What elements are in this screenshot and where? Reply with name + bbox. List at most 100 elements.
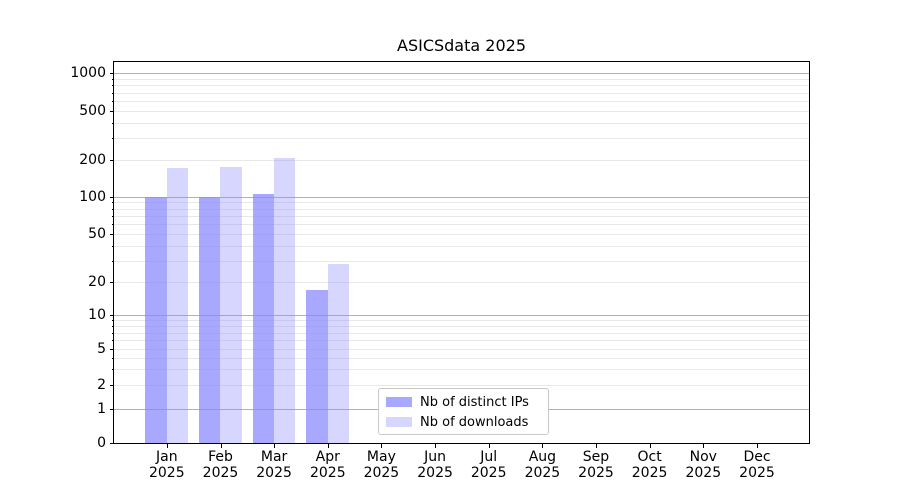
y-tick-label: 10 bbox=[88, 307, 106, 323]
x-tick-label-jun: Jun 2025 bbox=[400, 449, 470, 481]
x-tick-year: 2025 bbox=[202, 465, 239, 481]
y-minor-tick-mark bbox=[112, 340, 114, 342]
x-tick-month: Jul bbox=[480, 449, 498, 465]
bar-layer bbox=[114, 62, 809, 443]
x-tick-mark bbox=[649, 444, 651, 448]
bar-downloads-apr bbox=[327, 264, 350, 443]
minor-gridline bbox=[114, 385, 809, 386]
minor-gridline bbox=[114, 159, 809, 161]
minor-gridline bbox=[114, 202, 809, 204]
x-tick-label-dec: Dec 2025 bbox=[722, 449, 792, 481]
y-minor-tick-mark bbox=[112, 357, 114, 359]
y-tick-mark bbox=[110, 110, 114, 112]
x-tick-month: Nov bbox=[689, 449, 717, 465]
x-tick-label-feb: Feb 2025 bbox=[186, 449, 256, 481]
minor-gridline bbox=[114, 224, 809, 226]
y-tick-mark bbox=[110, 385, 114, 386]
x-tick-month: Oct bbox=[637, 449, 662, 465]
y-tick-mark bbox=[110, 443, 114, 444]
y-minor-tick-mark bbox=[112, 332, 114, 334]
x-tick-label-apr: Apr 2025 bbox=[293, 449, 363, 481]
bar-downloads-feb bbox=[220, 166, 242, 443]
y-minor-tick-mark bbox=[112, 224, 114, 226]
y-minor-tick-mark bbox=[112, 320, 114, 322]
y-tick-label: 0 bbox=[97, 435, 106, 451]
y-minor-tick-mark bbox=[112, 215, 114, 217]
y-tick-mark bbox=[110, 315, 114, 316]
minor-gridline bbox=[114, 369, 809, 371]
y-tick-mark bbox=[110, 196, 114, 198]
x-tick-label-nov: Nov 2025 bbox=[668, 449, 738, 481]
x-tick-month: Jun bbox=[424, 449, 447, 465]
x-tick-month: Dec bbox=[743, 449, 771, 465]
x-tick-label-jul: Jul 2025 bbox=[454, 449, 524, 481]
x-tick-year: 2025 bbox=[524, 465, 561, 481]
y-minor-tick-mark bbox=[112, 122, 114, 124]
y-tick-mark bbox=[110, 281, 114, 283]
y-tick-label: 100 bbox=[79, 188, 106, 205]
minor-gridline bbox=[114, 208, 809, 210]
x-tick-mark bbox=[166, 444, 168, 448]
x-tick-year: 2025 bbox=[631, 465, 668, 481]
minor-gridline bbox=[114, 245, 809, 247]
minor-gridline bbox=[114, 110, 809, 112]
y-tick-label: 50 bbox=[88, 226, 106, 242]
y-minor-tick-mark bbox=[112, 260, 114, 262]
x-tick-mark bbox=[435, 444, 437, 448]
x-tick-year: 2025 bbox=[685, 465, 722, 481]
plot-area bbox=[113, 61, 810, 444]
legend-swatch-distinct-ips bbox=[386, 397, 412, 407]
minor-gridline bbox=[114, 260, 809, 262]
x-tick-mark bbox=[327, 444, 329, 448]
minor-gridline bbox=[114, 281, 809, 283]
minor-gridline bbox=[114, 92, 809, 94]
minor-gridline bbox=[114, 340, 809, 342]
x-tick-mark bbox=[703, 444, 705, 448]
minor-gridline bbox=[114, 215, 809, 217]
bar-distinct-ips-mar bbox=[252, 193, 275, 443]
y-tick-label: 1 bbox=[97, 401, 106, 417]
x-tick-year: 2025 bbox=[363, 465, 400, 481]
x-tick-year: 2025 bbox=[578, 465, 614, 481]
major-gridline bbox=[114, 196, 809, 198]
y-minor-tick-mark bbox=[112, 92, 114, 94]
y-tick-mark bbox=[110, 159, 114, 161]
x-tick-year: 2025 bbox=[256, 465, 292, 481]
y-minor-tick-mark bbox=[112, 202, 114, 204]
x-tick-mark bbox=[381, 444, 383, 448]
minor-gridline bbox=[114, 234, 809, 235]
y-tick-label: 1000 bbox=[70, 65, 106, 82]
y-tick-mark bbox=[110, 73, 114, 75]
bar-downloads-jan bbox=[166, 167, 189, 443]
x-tick-mark bbox=[488, 444, 490, 448]
x-tick-mark bbox=[596, 444, 597, 448]
x-tick-year: 2025 bbox=[739, 465, 775, 481]
minor-gridline bbox=[114, 79, 809, 80]
bar-downloads-mar bbox=[274, 157, 296, 443]
y-minor-tick-mark bbox=[112, 208, 114, 210]
major-gridline bbox=[114, 315, 809, 316]
x-tick-year: 2025 bbox=[417, 465, 453, 481]
y-tick-mark bbox=[110, 234, 114, 235]
x-tick-mark bbox=[274, 444, 276, 448]
y-tick-label: 20 bbox=[88, 273, 106, 290]
x-tick-label-aug: Aug 2025 bbox=[507, 449, 577, 481]
x-tick-mark bbox=[220, 444, 222, 448]
y-minor-tick-mark bbox=[112, 138, 114, 139]
minor-gridline bbox=[114, 332, 809, 334]
y-tick-label: 5 bbox=[97, 341, 106, 357]
x-tick-label-jan: Jan 2025 bbox=[132, 449, 202, 481]
x-tick-month: Aug bbox=[528, 449, 557, 465]
x-tick-year: 2025 bbox=[309, 465, 346, 481]
y-minor-tick-mark bbox=[112, 245, 114, 247]
x-tick-month: Jan bbox=[156, 449, 178, 465]
x-tick-year: 2025 bbox=[470, 465, 507, 481]
x-tick-month: Apr bbox=[315, 449, 340, 465]
legend: Nb of distinct IPs Nb of downloads bbox=[378, 388, 549, 435]
bar-distinct-ips-apr bbox=[306, 289, 328, 443]
x-tick-label-mar: Mar 2025 bbox=[239, 449, 309, 481]
minor-gridline bbox=[114, 349, 809, 350]
major-gridline bbox=[114, 73, 809, 75]
y-minor-tick-mark bbox=[112, 369, 114, 371]
y-minor-tick-mark bbox=[112, 79, 114, 80]
